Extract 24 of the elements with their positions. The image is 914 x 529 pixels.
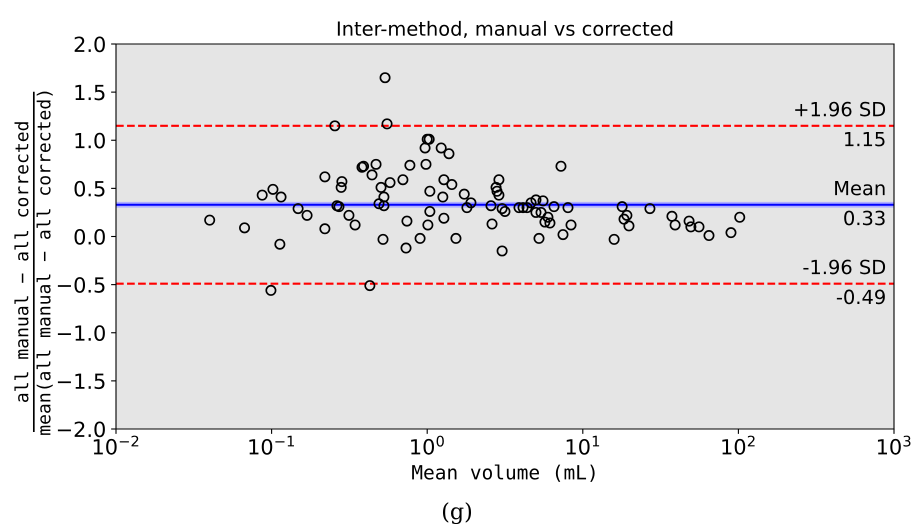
x-tick-label: 10$^{0}$ — [411, 436, 444, 455]
ref-line-label: +1.96 SD — [795, 102, 886, 116]
ref-line-label: Mean — [835, 180, 885, 196]
y-tick-label: 1.0 — [75, 132, 105, 148]
y-axis-title: all manual − all corrected mean(all manual − all corrected) — [14, 92, 53, 435]
text: (g) — [442, 502, 472, 524]
x-tick-label: 10$^{3}$ — [878, 436, 910, 455]
y-tick-label: −1.5 — [58, 374, 104, 390]
x-axis-title: Mean volume (mL) — [412, 464, 595, 482]
ref-line-label: -1.96 SD — [803, 260, 886, 274]
x-tick-label: 10$^{−1}$ — [249, 436, 294, 455]
y-tick-label: −1.0 — [58, 325, 105, 341]
y-tick-label: −2.0 — [58, 421, 105, 438]
y-tick-label: 0.5 — [74, 180, 104, 197]
x-tick-label: 10$^{2}$ — [722, 436, 755, 455]
y-tick-label: −0.5 — [58, 277, 104, 293]
chart-title: Inter-method, manual vs corrected — [338, 20, 672, 38]
annotation: -0.49 — [836, 290, 885, 304]
y-tick-label: 1.5 — [75, 84, 104, 100]
x-tick-label: 10$^{1}$ — [566, 436, 600, 455]
y-tick-label: 0.0 — [74, 228, 105, 245]
annotation: 0.33 — [844, 210, 885, 226]
y-tick-label: 2.0 — [74, 36, 105, 52]
annotation: 1.15 — [845, 132, 885, 146]
